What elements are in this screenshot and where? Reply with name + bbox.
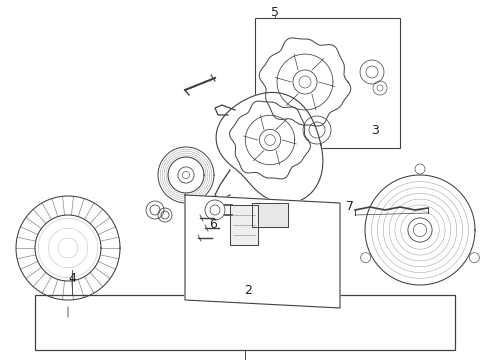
Text: 7: 7 xyxy=(346,201,354,213)
Text: 6: 6 xyxy=(209,219,217,231)
Bar xyxy=(35,295,455,350)
Bar xyxy=(255,18,400,148)
Text: 2: 2 xyxy=(244,284,252,297)
Text: 4: 4 xyxy=(68,271,76,284)
Polygon shape xyxy=(185,195,340,308)
Polygon shape xyxy=(216,93,323,203)
Text: 5: 5 xyxy=(271,5,279,18)
Polygon shape xyxy=(252,203,288,227)
Text: 3: 3 xyxy=(371,123,379,136)
Polygon shape xyxy=(230,205,258,245)
